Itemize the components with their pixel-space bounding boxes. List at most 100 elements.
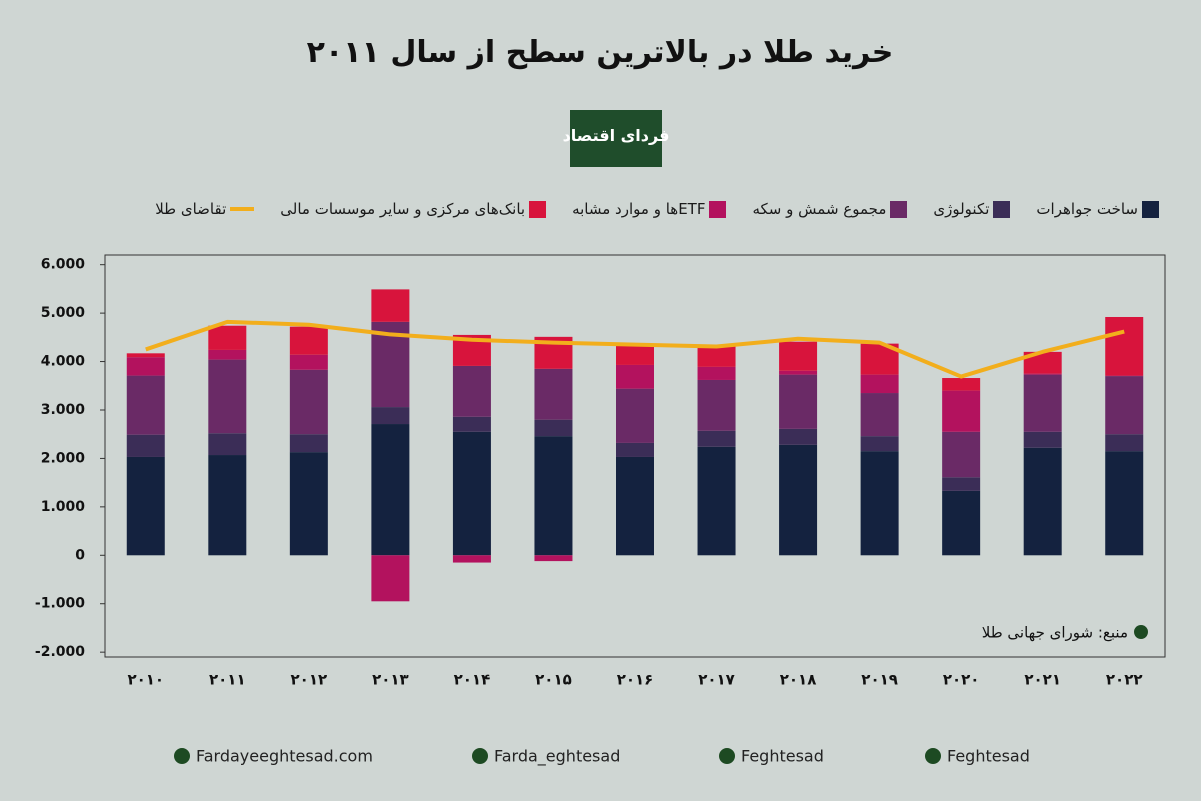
bar-segment bbox=[126, 357, 165, 376]
bar-segment bbox=[208, 359, 247, 434]
bar-segment bbox=[616, 364, 654, 389]
legend: ساخت جواهرات تکنولوژی مجموع شمش و سکه ETFها… bbox=[155, 200, 1159, 218]
logo-text: فردای اقتصاد bbox=[563, 126, 670, 145]
legend-swatch bbox=[993, 200, 1011, 218]
bar-segment bbox=[860, 393, 899, 437]
x-tick-label: ۲۰۱۷ bbox=[698, 671, 735, 689]
bar-segment bbox=[779, 374, 818, 429]
y-tick-label: 6.000 bbox=[41, 257, 86, 273]
bar-segment bbox=[208, 325, 247, 350]
x-tick-label: ۲۰۲۰ bbox=[943, 671, 980, 689]
bar-segment bbox=[289, 369, 328, 435]
bar-segment bbox=[452, 555, 491, 563]
bar-segment bbox=[289, 434, 328, 453]
bar-segment bbox=[371, 407, 410, 425]
legend-label: بانک‌های مرکزی و سایر موسسات مالی bbox=[280, 200, 526, 218]
legend-label: تکنولوژی bbox=[933, 200, 990, 218]
y-tick-label: 4.000 bbox=[41, 354, 86, 370]
footer-icon bbox=[925, 748, 941, 764]
legend-label: تقاضای طلا bbox=[155, 200, 227, 218]
bar-segment bbox=[1105, 434, 1144, 452]
x-tick-label: ۲۰۱۸ bbox=[780, 671, 817, 689]
legend-label: ساخت جواهرات bbox=[1036, 200, 1138, 218]
bar-segment bbox=[1105, 316, 1144, 376]
legend-swatch bbox=[1142, 200, 1159, 218]
bar-segment bbox=[126, 375, 165, 435]
bar-segment bbox=[289, 326, 328, 355]
y-tick-label: -1.000 bbox=[35, 596, 85, 612]
bar-segment bbox=[208, 455, 247, 556]
legend-swatch bbox=[230, 207, 255, 211]
legend-item: ETFها و موارد مشابه bbox=[572, 200, 727, 218]
legend-swatch bbox=[890, 200, 908, 218]
y-tick-label: 5.000 bbox=[41, 305, 86, 321]
footer: Fardayeeghtesad.com Farda_eghtesad Feght… bbox=[174, 747, 1030, 767]
footer-link: Farda_eghtesad bbox=[494, 747, 620, 767]
x-tick-label: ۲۰۱۰ bbox=[127, 671, 164, 689]
chart-title: خرید طلا در بالاترین سطح از سال ۲۰۱۱ bbox=[307, 35, 894, 70]
bar-segment bbox=[126, 434, 165, 457]
bar-segment bbox=[371, 289, 410, 322]
bar-segment bbox=[942, 431, 981, 478]
bar-segment bbox=[452, 431, 491, 556]
bar-segment bbox=[779, 428, 818, 445]
bar-segment bbox=[1023, 431, 1062, 448]
y-tick-label: -2.000 bbox=[35, 644, 85, 660]
x-tick-label: ۲۰۱۴ bbox=[454, 671, 491, 689]
bar-segment bbox=[126, 353, 165, 358]
y-tick-label: 0 bbox=[75, 547, 85, 563]
x-tick-label: ۲۰۱۱ bbox=[209, 671, 246, 689]
line-series bbox=[145, 319, 1125, 379]
bar-segment bbox=[616, 442, 654, 457]
legend-item: مجموع شمش و سکه bbox=[752, 200, 908, 218]
legend-swatch bbox=[709, 200, 727, 218]
bar-segment bbox=[860, 374, 899, 394]
footer-link: Fardayeeghtesad.com bbox=[196, 747, 373, 766]
bar-segment bbox=[534, 368, 573, 420]
bar-segment bbox=[534, 419, 573, 437]
bar-segment bbox=[208, 349, 247, 360]
bar-segment bbox=[289, 452, 328, 556]
logo-box bbox=[570, 110, 662, 167]
y-tick-label: 1.000 bbox=[41, 499, 86, 515]
x-tick-label: ۲۰۲۱ bbox=[1024, 671, 1061, 689]
bar-segment bbox=[126, 456, 165, 556]
bar-segment bbox=[779, 370, 818, 375]
x-tick-label: ۲۰۲۲ bbox=[1106, 671, 1143, 689]
legend-swatch bbox=[529, 200, 547, 218]
bar-segment bbox=[1023, 373, 1062, 375]
bar-segment bbox=[942, 390, 981, 432]
bar-segment bbox=[616, 388, 654, 443]
bar-segment bbox=[534, 555, 573, 562]
bar-segment bbox=[942, 477, 981, 491]
bar-segment bbox=[697, 346, 736, 367]
bar-segment bbox=[452, 365, 491, 417]
bar-segment bbox=[697, 446, 736, 556]
source-dot bbox=[1134, 625, 1148, 639]
legend-label: مجموع شمش و سکه bbox=[752, 200, 887, 218]
bar-segment bbox=[1023, 374, 1062, 432]
bar-segment bbox=[779, 444, 818, 556]
bar-segment bbox=[860, 436, 899, 452]
bar-segment bbox=[289, 354, 328, 370]
x-tick-label: ۲۰۱۹ bbox=[861, 671, 898, 689]
legend-item: بانک‌های مرکزی و سایر موسسات مالی bbox=[280, 200, 547, 218]
footer-link: Feghtesad bbox=[947, 747, 1030, 766]
bar-segment bbox=[616, 344, 654, 365]
x-tick-label: ۲۰۱۵ bbox=[535, 671, 572, 689]
x-tick-label: ۲۰۱۳ bbox=[372, 671, 409, 689]
footer-icon bbox=[719, 748, 735, 764]
bar-segment bbox=[697, 379, 736, 431]
legend-label: ETFها و موارد مشابه bbox=[572, 200, 706, 218]
y-tick-label: 3.000 bbox=[41, 402, 86, 418]
legend-item: تقاضای طلا bbox=[155, 200, 255, 218]
bar-segment bbox=[1105, 451, 1144, 556]
bar-segment bbox=[860, 451, 899, 556]
bar-segment bbox=[371, 555, 410, 602]
footer-icon bbox=[472, 748, 488, 764]
plot-frame bbox=[104, 254, 1166, 658]
footer-icon bbox=[174, 748, 190, 764]
legend-item: ساخت جواهرات bbox=[1036, 200, 1159, 218]
bar-segment bbox=[534, 436, 573, 556]
